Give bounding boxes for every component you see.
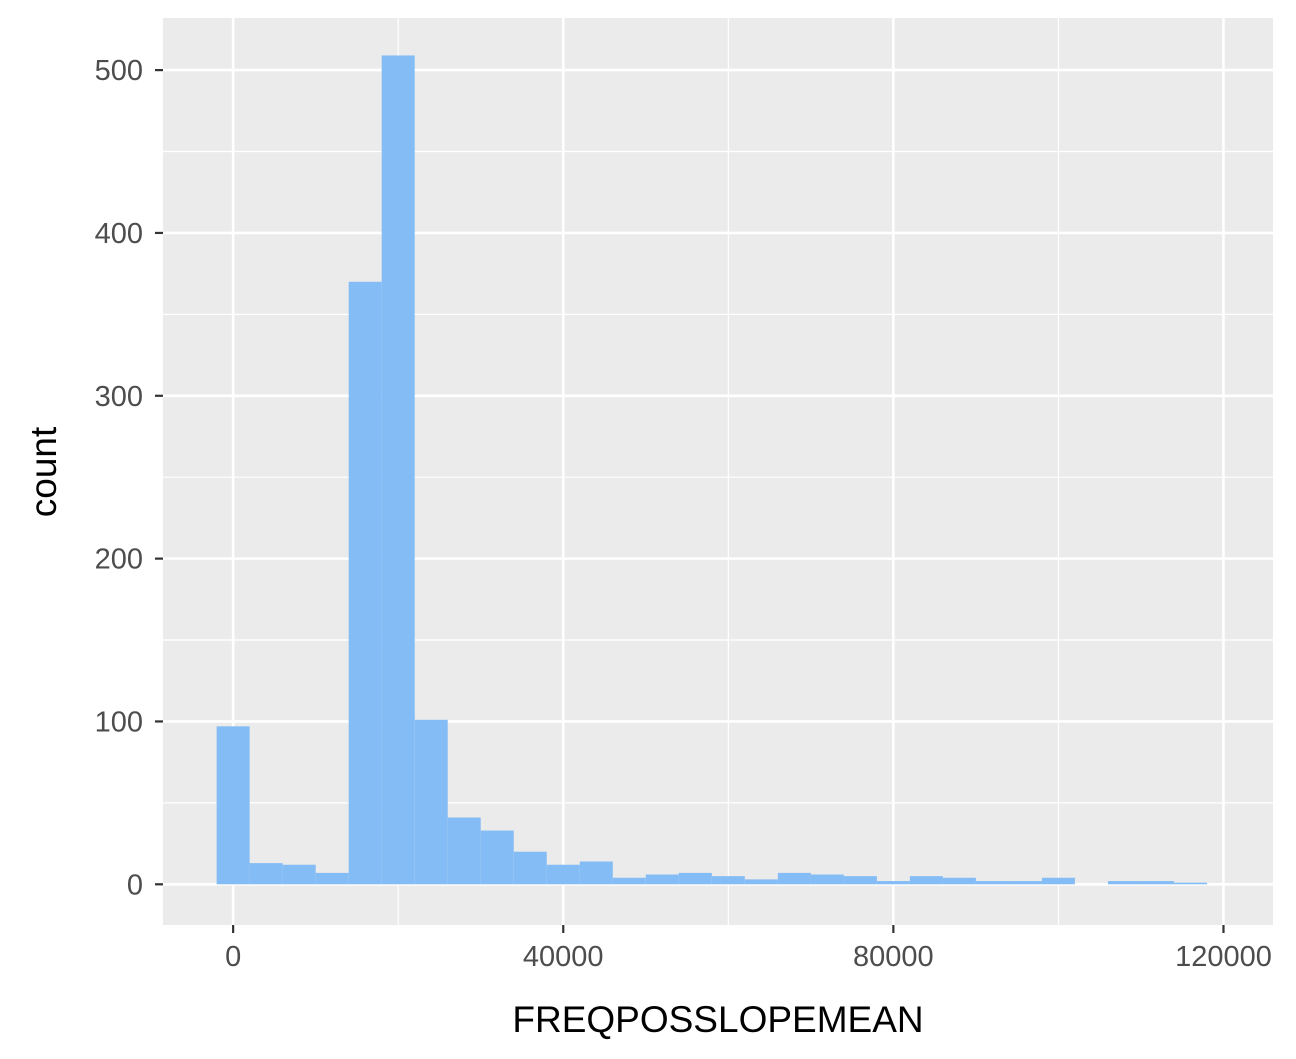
histogram-bar [744, 879, 778, 885]
plot-panel [163, 18, 1273, 925]
histogram-bar [645, 874, 679, 885]
histogram-bar [546, 864, 580, 885]
histogram-bar [249, 863, 283, 885]
minor-gridlines [163, 18, 1273, 925]
histogram-bar [777, 872, 811, 885]
histogram-bar [678, 872, 712, 885]
histogram-bar [1041, 877, 1075, 885]
y-tick-label: 0 [127, 869, 143, 901]
histogram-bar [282, 864, 316, 885]
histogram-bar [810, 874, 844, 885]
histogram-bar [1008, 881, 1042, 885]
histogram-bar [579, 861, 613, 885]
histogram-bar [381, 55, 415, 885]
histogram-bar [1107, 881, 1141, 885]
y-tick-label: 500 [95, 55, 143, 87]
histogram-bar [711, 876, 745, 885]
histogram-bar [975, 881, 1009, 885]
y-axis-title: count [23, 426, 64, 517]
x-tick-label: 40000 [523, 941, 604, 973]
x-tick-label: 0 [225, 941, 241, 973]
histogram-bar [513, 851, 547, 885]
x-axis-ticks: 0 40000 80000 120000 [225, 925, 1272, 973]
x-axis-title: FREQPOSSLOPEMEAN [512, 999, 923, 1040]
x-tick-label: 80000 [853, 941, 934, 973]
histogram-bar [447, 817, 481, 885]
y-tick-label: 300 [95, 381, 143, 413]
histogram-bar [414, 719, 448, 885]
histogram-bar [909, 876, 943, 885]
histogram-bar [480, 830, 514, 885]
histogram-bar [843, 876, 877, 885]
y-tick-label: 200 [95, 544, 143, 576]
histogram-bar [315, 872, 349, 885]
x-tick-label: 120000 [1175, 941, 1272, 973]
histogram-bars [216, 55, 1207, 885]
histogram-bar [348, 281, 382, 885]
histogram-bar [1173, 882, 1207, 885]
histogram-bar [1140, 881, 1174, 885]
histogram-bar [216, 726, 250, 885]
histogram-bar [942, 877, 976, 885]
y-tick-label: 400 [95, 218, 143, 250]
y-tick-label: 100 [95, 706, 143, 738]
histogram-bar [612, 877, 646, 885]
histogram-bar [876, 881, 910, 885]
y-axis-ticks: 0 100 200 300 400 500 [95, 55, 163, 901]
